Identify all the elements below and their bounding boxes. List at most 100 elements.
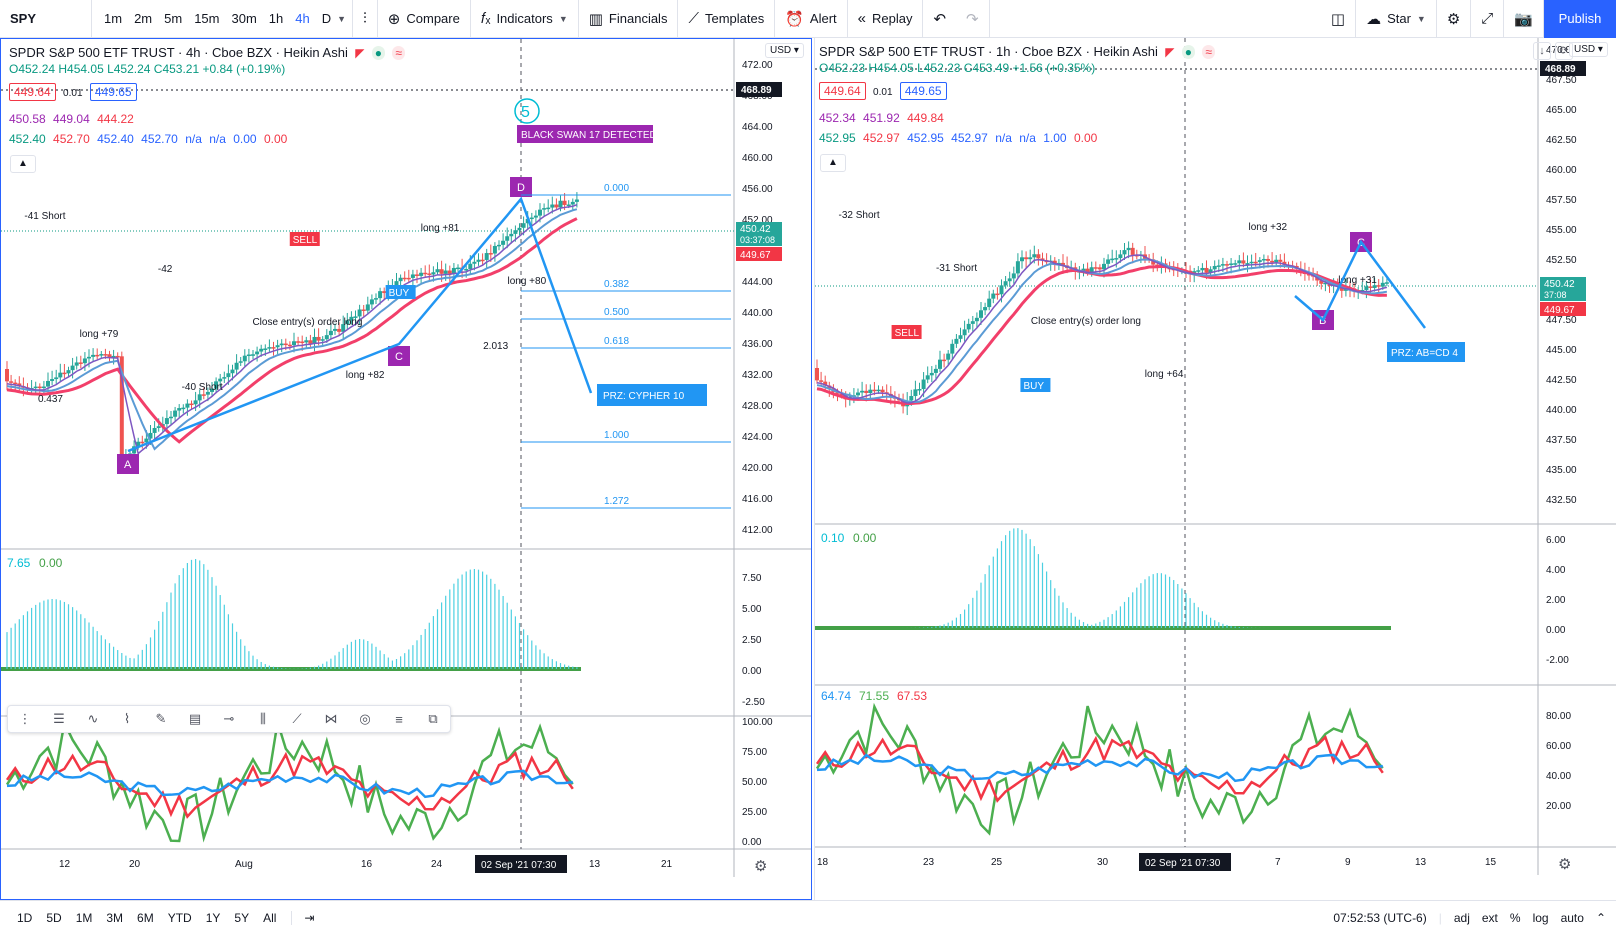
timeframe-d[interactable]: D <box>321 10 332 26</box>
candle-body <box>144 438 149 443</box>
templates-button[interactable]: ⟋ Templates <box>678 0 776 38</box>
candle-body <box>995 293 1000 296</box>
log-toggle[interactable]: log <box>1532 910 1549 925</box>
range-6m[interactable]: 6M <box>137 910 154 925</box>
fib-icon[interactable]: ≡ <box>395 711 403 727</box>
price-tick-label: 462.50 <box>1546 135 1577 146</box>
timeframe-2m[interactable]: 2m <box>134 10 153 26</box>
range-1y[interactable]: 1Y <box>205 910 221 925</box>
alert-button[interactable]: ⏰ Alert <box>775 0 848 38</box>
right-currency-button[interactable]: USD ▾ <box>1569 42 1608 57</box>
percent-toggle[interactable]: % <box>1509 910 1521 925</box>
right-chart-pane[interactable]: 470.00 467.50 465.00 462.50 460.00 457.50 455.… <box>814 38 1616 900</box>
candle-body <box>74 362 79 366</box>
legend-collapse-button[interactable]: ▲ <box>820 154 846 172</box>
symbol-search[interactable]: SPY <box>0 0 92 38</box>
candle-body <box>1200 267 1205 271</box>
left-bid[interactable]: 449.64 <box>9 83 56 101</box>
auto-toggle[interactable]: auto <box>1560 910 1584 925</box>
undo-button[interactable]: ↶ <box>923 0 956 38</box>
candle-body <box>312 336 317 344</box>
range-1m[interactable]: 1M <box>75 910 93 925</box>
strategy-annotation: long +32 <box>1248 222 1287 233</box>
price-tick-label: 464.00 <box>742 122 773 133</box>
candle-body <box>349 316 354 321</box>
timeframe-1m[interactable]: 1m <box>104 10 123 26</box>
time-tick-label: 13 <box>1415 857 1427 868</box>
financials-button[interactable]: ▥ Financials <box>579 0 679 38</box>
prz-box <box>1387 342 1465 362</box>
wave-icon[interactable]: ∿ <box>87 711 99 726</box>
candle-body <box>423 272 428 275</box>
candle-body <box>271 347 276 349</box>
chart-type-button[interactable]: ⫶ <box>353 0 378 38</box>
cycle-icon[interactable]: ◎ <box>359 711 371 726</box>
settings-button[interactable]: ⚙ <box>1437 0 1472 38</box>
clock-label[interactable]: 07:52:53 (UTC-6) <box>1333 910 1427 925</box>
compare-button[interactable]: ⊕ Compare <box>378 0 471 38</box>
range-5y[interactable]: 5Y <box>234 910 250 925</box>
cypher-pattern-line <box>127 196 593 453</box>
range-3m[interactable]: 3M <box>106 910 124 925</box>
vertical-lines-icon[interactable]: ⫼ <box>260 711 266 726</box>
candle-body <box>70 365 75 371</box>
fullscreen-button[interactable]: ⤢ <box>1471 0 1505 38</box>
indicators-button[interactable]: 𝑓ₓ Indicators ▼ <box>471 0 579 38</box>
candle-body <box>476 259 481 262</box>
xabcd-pattern-icon[interactable]: ⋈ <box>324 711 338 726</box>
flag-icon: ◤ <box>1165 45 1175 59</box>
chevron-up-icon[interactable]: ⌃ <box>1595 910 1606 925</box>
right-ask[interactable]: 449.65 <box>899 82 947 100</box>
range-1d[interactable]: 1D <box>17 910 33 925</box>
horizontal-ray-icon[interactable]: ⊸ <box>223 711 235 726</box>
gann-icon[interactable]: ⧉ <box>428 711 438 726</box>
strategy-annotation: Close entry(s) order long <box>252 317 362 328</box>
right-bid[interactable]: 449.64 <box>819 82 866 100</box>
timeframe-4h[interactable]: 4h <box>295 10 310 26</box>
fx-icon: 𝑓ₓ <box>480 10 491 27</box>
moving-average-line <box>816 264 1387 405</box>
publish-button[interactable]: Publish <box>1544 0 1616 38</box>
timeframe-30m[interactable]: 30m <box>231 10 257 26</box>
left-currency-button[interactable]: USD ▾ <box>765 43 804 58</box>
candle-body <box>164 418 169 425</box>
range-ytd[interactable]: YTD <box>167 910 192 925</box>
scroll-down-icon[interactable]: ↓ <box>1533 42 1551 60</box>
candle-body <box>214 381 219 389</box>
candle-body <box>1372 285 1377 288</box>
left-chart-pane[interactable]: 472.00468.00464.00460.00456.00452.00448.… <box>0 38 812 900</box>
timeframe-dropdown-icon[interactable]: ▼ <box>337 13 347 24</box>
replay-button[interactable]: « Replay <box>848 0 924 38</box>
trend-line-icon[interactable]: ⟋ <box>292 711 302 726</box>
crosshair-time-label: 02 Sep '21 07:30 <box>1145 858 1221 869</box>
undo-icon: ↶ <box>933 10 947 28</box>
ind1-value: 444.22 <box>97 112 134 126</box>
abc-pattern-icon[interactable]: ⌇ <box>123 711 131 726</box>
legend-collapse-button[interactable]: ▲ <box>10 155 36 173</box>
left-chart-canvas[interactable]: 472.00468.00464.00460.00456.00452.00448.… <box>1 39 811 899</box>
range-all[interactable]: All <box>263 910 277 925</box>
pencil-icon[interactable]: ✎ <box>155 711 167 726</box>
timeframe-15m[interactable]: 15m <box>194 10 220 26</box>
grip-icon[interactable]: ⋮ <box>18 711 32 726</box>
adj-toggle[interactable]: adj <box>1453 910 1470 925</box>
timeframe-5m[interactable]: 5m <box>164 10 183 26</box>
redo-button[interactable]: ↷ <box>956 0 990 38</box>
layout-button[interactable]: ◫ <box>1321 0 1357 38</box>
left-ask[interactable]: 449.65 <box>89 83 137 101</box>
candle-body <box>472 261 477 264</box>
goto-date-icon[interactable]: ⇥ <box>291 910 321 925</box>
right-chart-canvas[interactable]: 470.00 467.50 465.00 462.50 460.00 457.50 455.… <box>815 38 1616 900</box>
parallel-channel-icon[interactable]: ▤ <box>188 711 202 726</box>
ext-toggle[interactable]: ext <box>1481 910 1498 925</box>
range-5d[interactable]: 5D <box>46 910 62 925</box>
strategy-annotation: long +64 <box>1145 369 1184 380</box>
rsi-tick-label: 60.00 <box>1546 741 1571 752</box>
snapshot-button[interactable]: 📷 <box>1504 0 1544 38</box>
candle-body <box>378 291 383 299</box>
star-button[interactable]: ☁ Star ▼ <box>1356 0 1437 38</box>
horizontal-lines-icon[interactable]: ☰ <box>53 711 65 726</box>
timeframe-1h[interactable]: 1h <box>268 10 284 26</box>
reset-icon[interactable]: ⟳ <box>1555 42 1573 60</box>
ind2-value: 452.97 <box>863 131 900 145</box>
